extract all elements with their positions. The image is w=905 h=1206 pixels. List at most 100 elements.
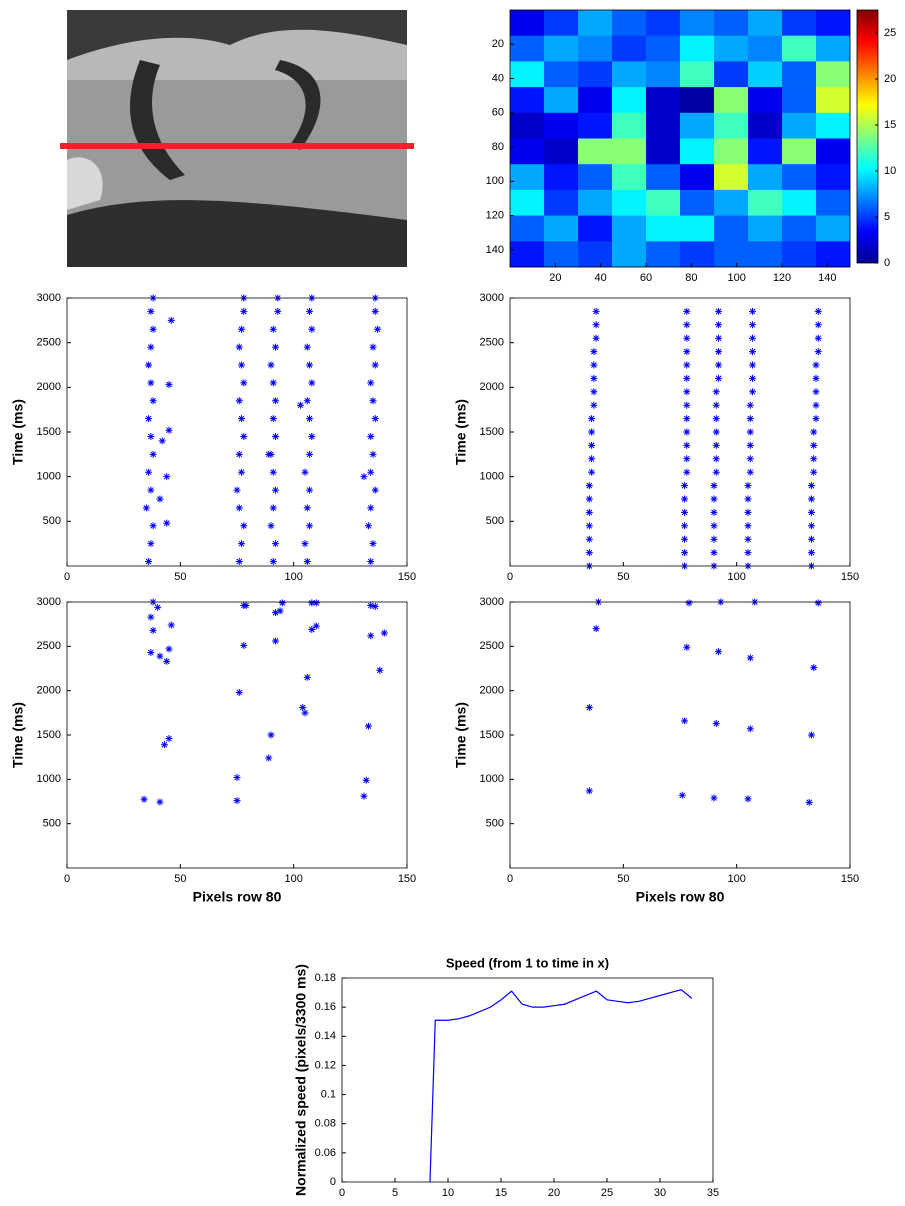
- heatmap-cell: [544, 10, 579, 36]
- spike-marker: [590, 361, 598, 369]
- spike-marker: [588, 415, 596, 423]
- heatmap-cell: [510, 10, 545, 36]
- spike-marker: [269, 415, 277, 423]
- spike-marker: [814, 348, 822, 356]
- y-tick-label: 2500: [37, 337, 61, 349]
- spike-marker: [371, 415, 379, 423]
- spike-marker: [807, 482, 815, 490]
- y-axis-label: Time (ms): [10, 702, 26, 768]
- y-tick-label: 500: [486, 818, 504, 830]
- spike-marker: [149, 626, 157, 634]
- x-tick-label: 5: [392, 1187, 398, 1199]
- heatmap-cell: [510, 61, 545, 88]
- spike-marker: [681, 535, 689, 543]
- x-tick-label: 150: [841, 873, 859, 885]
- spike-marker: [240, 379, 248, 387]
- spike-marker: [746, 725, 754, 733]
- spike-marker: [367, 432, 375, 440]
- photo-ground: [67, 200, 407, 267]
- spike-marker: [807, 549, 815, 557]
- spike-marker: [681, 717, 689, 725]
- spike-marker: [308, 325, 316, 333]
- heatmap-cell: [816, 61, 851, 88]
- y-tick-label: 1500: [480, 729, 504, 741]
- heatmap-cell: [510, 87, 545, 114]
- spike-marker: [306, 450, 314, 458]
- spike-marker: [810, 441, 818, 449]
- heatmap-cell: [544, 87, 579, 114]
- y-tick-label: 2000: [37, 685, 61, 697]
- heatmap-cell: [578, 87, 613, 114]
- spike-marker: [376, 666, 384, 674]
- y-tick-label: 20: [492, 38, 504, 50]
- spike-marker: [303, 673, 311, 681]
- heatmap-cell: [578, 112, 613, 139]
- x-tick-label: 50: [174, 873, 186, 885]
- heatmap-cell: [578, 215, 613, 242]
- spike-marker: [149, 325, 157, 333]
- y-tick-label: 2000: [480, 685, 504, 697]
- spike-marker: [585, 508, 593, 516]
- spike-marker: [805, 798, 813, 806]
- heatmap-cell: [816, 112, 851, 139]
- spike-marker: [712, 468, 720, 476]
- spike-marker: [145, 415, 153, 423]
- x-tick-label: 150: [398, 571, 416, 583]
- heatmap-cell: [612, 189, 647, 216]
- spike-marker: [683, 441, 691, 449]
- heatmap-cell: [578, 10, 613, 36]
- x-tick-label: 150: [841, 571, 859, 583]
- heatmap-cell: [816, 164, 851, 191]
- y-tick-label: 0: [330, 1176, 336, 1188]
- heatmap-cell: [748, 241, 783, 268]
- spike-marker: [238, 325, 246, 333]
- spike-marker: [588, 455, 596, 463]
- spike-marker: [147, 307, 155, 315]
- spike-marker: [142, 504, 150, 512]
- spike-marker: [240, 522, 248, 530]
- spike-marker: [681, 482, 689, 490]
- heatmap-cell: [782, 241, 817, 268]
- x-tick-label: 100: [727, 873, 745, 885]
- spike-marker: [712, 455, 720, 463]
- plot-frame: [509, 601, 851, 869]
- spike-marker: [154, 603, 162, 611]
- spike-marker: [585, 704, 593, 712]
- spike-marker: [746, 441, 754, 449]
- heatmap-cell: [782, 164, 817, 191]
- spike-marker: [807, 535, 815, 543]
- heatmap-cell: [816, 35, 851, 62]
- y-tick-label: 80: [492, 141, 504, 153]
- spike-marker: [272, 397, 280, 405]
- spike-marker: [303, 504, 311, 512]
- spike-marker: [167, 316, 175, 324]
- spike-marker: [712, 388, 720, 396]
- spike-marker: [156, 495, 164, 503]
- heatmap-cell: [646, 61, 681, 88]
- spike-marker: [683, 374, 691, 382]
- spike-marker: [238, 540, 246, 548]
- heatmap-cell: [680, 138, 715, 165]
- spike-marker: [235, 397, 243, 405]
- spike-marker: [149, 450, 157, 458]
- spike-marker: [233, 774, 241, 782]
- spike-marker: [810, 428, 818, 436]
- spike-marker: [269, 379, 277, 387]
- spike-marker: [158, 437, 166, 445]
- spike-marker: [369, 450, 377, 458]
- y-tick-label: 2000: [37, 381, 61, 393]
- heatmap-cell: [782, 10, 817, 36]
- spike-marker: [715, 361, 723, 369]
- photo-rock: [67, 157, 103, 210]
- spike-marker: [715, 307, 723, 315]
- spike-marker: [278, 599, 286, 607]
- spike-marker: [588, 441, 596, 449]
- y-tick-label: 3000: [480, 596, 504, 608]
- spike-marker: [165, 645, 173, 653]
- x-tick-label: 100: [727, 272, 745, 284]
- spike-marker: [367, 632, 375, 640]
- heatmap-cell: [680, 189, 715, 216]
- spike-marker: [592, 321, 600, 329]
- heatmap-cell: [748, 164, 783, 191]
- heatmap-cell: [714, 10, 749, 36]
